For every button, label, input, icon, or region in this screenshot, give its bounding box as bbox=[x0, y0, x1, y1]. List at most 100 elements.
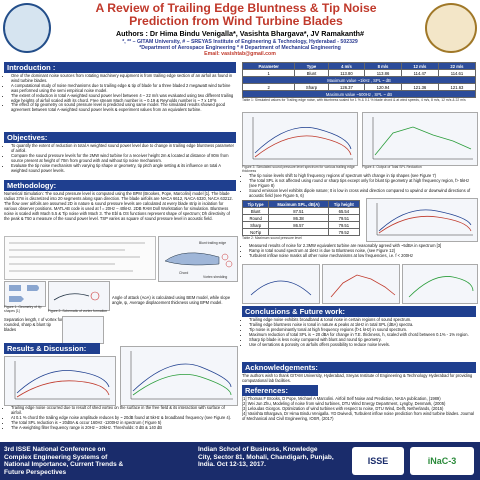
table-row: 2 Sharp 126.37 120.94 121.36 121.63 bbox=[241, 83, 477, 91]
chord-label: Chord bbox=[179, 271, 189, 275]
conclusions-section: Conclusions & Future work: Trailing edge… bbox=[242, 306, 476, 347]
intro-section: Introduction : One of the dominant noise… bbox=[4, 62, 236, 113]
table-header: 12 m/s bbox=[400, 62, 439, 70]
references-section: References: [1] Thomas F Brooks, D Pope,… bbox=[242, 385, 476, 422]
table-cell: Sharp bbox=[241, 221, 270, 229]
table-cell: 2 bbox=[241, 83, 296, 91]
blunt-label: Blunt trailing edge bbox=[199, 241, 227, 245]
table-header: Parameter bbox=[241, 62, 296, 70]
directivity-plot-1 bbox=[242, 264, 320, 304]
right-mid-text: The tip noise levels shift to high frequ… bbox=[242, 173, 476, 199]
airfoil-diagram bbox=[164, 252, 233, 268]
intro-bullet: The extent of reduction in total A-weigh… bbox=[11, 93, 236, 104]
objective-bullet: Compare the sound pressure levels for th… bbox=[11, 153, 236, 164]
results-figure-1 bbox=[4, 356, 116, 406]
methodology-heading: Methodology: bbox=[4, 180, 236, 191]
intro-bullet: A computational study of noise mechanism… bbox=[11, 83, 236, 94]
table-cell: 86.57 bbox=[268, 221, 329, 229]
results-section: Results & Discussion: bbox=[4, 343, 236, 354]
table-cell: 1 bbox=[241, 69, 296, 77]
reference-item: [2] Wei Jun Zhu, Modeling of noise from … bbox=[242, 400, 446, 406]
objective-bullet: To quantify the extent of reduction in t… bbox=[11, 143, 236, 154]
separation-figure bbox=[62, 316, 104, 344]
right-bullet: Sound emission level exhibits dipole nat… bbox=[249, 188, 476, 199]
equations-block bbox=[4, 236, 156, 280]
table-cell: 121.36 bbox=[400, 83, 439, 91]
isse-logo: ISSE bbox=[352, 447, 404, 475]
ack-heading: Acknowledgements: bbox=[242, 362, 476, 373]
references-heading: References: bbox=[242, 385, 318, 396]
conclusions-text: Trailing edge noise exhibits broadband &… bbox=[242, 317, 476, 348]
conference-line: 3rd ISSE National Conference on bbox=[4, 446, 106, 453]
vortex-graphic bbox=[53, 291, 100, 301]
tip-spl-graphic bbox=[376, 203, 473, 236]
conclusion-bullet: Sharp tip blade is less noisy compared w… bbox=[249, 337, 476, 343]
authors: Authors : Dr Hima Bindu Venigalla*, Vasi… bbox=[115, 29, 365, 38]
blunt-te-diagram: Blunt trailing edge Chord Vortex sheddin… bbox=[158, 236, 238, 282]
venue-line: India. Oct 12-13, 2017. bbox=[198, 461, 266, 468]
intro-text: One of the dominant noise sources from r… bbox=[4, 73, 236, 113]
table-row: NoTip 79.52 bbox=[241, 228, 361, 236]
reference-item: [1] Thomas F Brooks, D Pope, Michael A M… bbox=[242, 396, 441, 401]
fig4-graphic bbox=[372, 117, 473, 160]
affiliation-line-2: *Department of Aerospace Engineering * #… bbox=[139, 45, 341, 51]
fig3-plot bbox=[242, 112, 358, 166]
conference-line: Future Perspectives bbox=[4, 468, 67, 476]
conference-line: National Importance, Current Trends & bbox=[4, 461, 124, 468]
table-row: Sharp 86.57 79.51 bbox=[241, 221, 361, 229]
references-list: [1] Thomas F Brooks, D Pope, Michael A M… bbox=[242, 396, 476, 422]
email: Email: vasishtab@gmail.com bbox=[204, 51, 276, 57]
table-cell: 114.47 bbox=[400, 69, 439, 77]
intro-heading: Introduction : bbox=[4, 62, 236, 73]
reference-item: [4] Vasishta Bhargava, Dr Hima Bindu Ven… bbox=[242, 410, 474, 421]
fig4-caption: Figure 4: Output of Total SPL Reduction bbox=[362, 165, 422, 169]
results-bullet: The total SPL reduction is ~ 20dBA & occ… bbox=[11, 420, 236, 426]
affiliation-line-1: *, ** – GITAM University, # – SREYAS Ins… bbox=[122, 39, 358, 45]
objectives-text: To quantify the extent of reduction in t… bbox=[4, 143, 236, 174]
conclusion-bullet: Use of serrations & porosity on airfoils… bbox=[249, 342, 476, 348]
results-bullet: At 0.1 % chord the trailing edge noise a… bbox=[11, 415, 236, 421]
directivity-plot-2 bbox=[322, 264, 400, 304]
objectives-heading: Objectives: bbox=[4, 132, 236, 143]
affiliations: *, ** – GITAM University, # – SREYAS Ins… bbox=[60, 39, 420, 57]
results-heading: Results & Discussion: bbox=[4, 343, 100, 354]
intro-bullet: One of the dominant noise sources from r… bbox=[11, 73, 236, 84]
inac-logo: iNaC-3 bbox=[410, 447, 474, 475]
table-cell: Blunt bbox=[241, 207, 270, 215]
trailing-edge-table: Parameter Type 4 m/s 8 m/s 12 m/s 22 m/s… bbox=[241, 62, 477, 98]
table1-section: Parameter Type 4 m/s 8 m/s 12 m/s 22 m/s… bbox=[241, 62, 477, 102]
sreyas-logo bbox=[425, 3, 477, 53]
gitam-logo bbox=[3, 3, 51, 53]
fig1-caption: Figure 1: Geometry of tip shapes [1] bbox=[4, 305, 42, 313]
table-cell: 79.51 bbox=[327, 214, 361, 222]
table-row: Blunt 87.51 65.54 bbox=[241, 207, 361, 215]
intro-bullet: The effect of tip geometry on sound pres… bbox=[11, 103, 236, 113]
table-cell: 87.51 bbox=[268, 207, 329, 215]
spl-plot-1 bbox=[14, 361, 110, 400]
right-bullet: Ramp in total sound spectrum at 1kHz is … bbox=[249, 248, 476, 254]
table-header: Tip type bbox=[241, 200, 270, 208]
table-row: 1 Blunt 113.80 113.86 114.47 114.61 bbox=[241, 69, 477, 77]
separation-label: Separation length, ℓ of vortex for round… bbox=[4, 317, 63, 332]
venue-line: Indian School of Business, Knowledge bbox=[198, 446, 318, 453]
objective-bullet: Evaluate the tip noise mechanism with va… bbox=[11, 163, 236, 174]
aoa-text: Angle of attack (AoA) is calculated usin… bbox=[112, 295, 231, 305]
right-bullet: The total SPL is not affected using roun… bbox=[249, 178, 476, 189]
right-bullet: Measured results of noise for 2.3MW equi… bbox=[249, 243, 476, 249]
table-cell: 120.94 bbox=[364, 83, 402, 91]
table-cell: 113.86 bbox=[364, 69, 402, 77]
fig2-caption: Figure 2: Schematic of vortex formation bbox=[48, 309, 108, 313]
total-spl-plot bbox=[402, 264, 478, 304]
table-cell: Maximum value ~500Hz , SPL ~ dB bbox=[242, 90, 476, 98]
reference-item: [3] Leloudas Giorgos. Optimization of wi… bbox=[242, 405, 444, 411]
results-figure-2 bbox=[120, 346, 238, 406]
results-text: Trailing edge noise occurred due to resu… bbox=[4, 405, 236, 431]
table-cell: Sharp bbox=[294, 83, 329, 91]
table-cell: Round bbox=[241, 214, 270, 222]
table-cell: Blunt bbox=[294, 69, 329, 77]
tip-shapes-figure bbox=[4, 281, 46, 307]
table-cell: 121.63 bbox=[437, 83, 477, 91]
table1-caption: Table 1: Simulated values for Trailing e… bbox=[242, 98, 466, 102]
results-bullet: Trailing edge noise occurred due to resu… bbox=[11, 405, 236, 416]
directivity-graphic-2 bbox=[330, 274, 396, 298]
